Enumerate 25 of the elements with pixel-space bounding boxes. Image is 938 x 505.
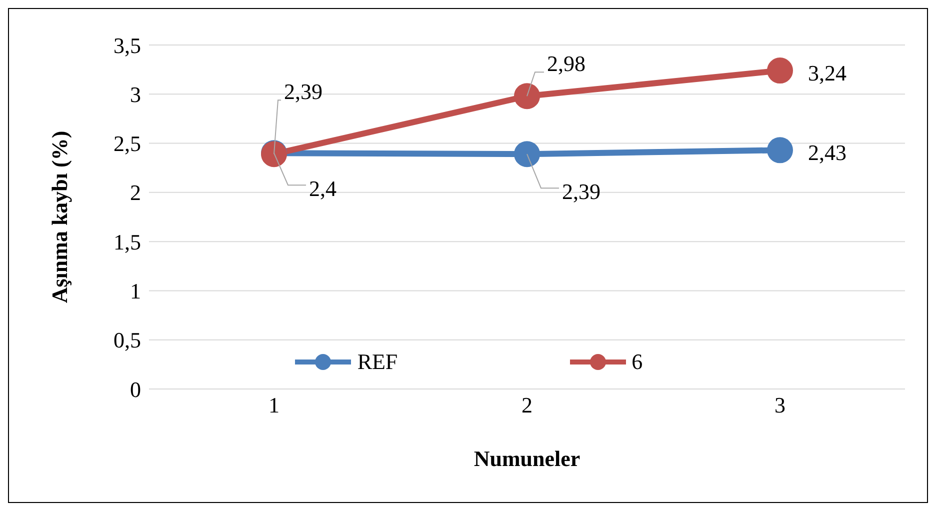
x-tick-label: 2 — [522, 392, 532, 418]
point — [767, 58, 793, 84]
data-label: 2,98 — [547, 51, 586, 76]
y-tick-label: 1 — [130, 278, 141, 304]
x-tick-label: 1 — [268, 392, 280, 418]
y-tick-label: 0,5 — [114, 328, 141, 353]
legend-label: 6 — [632, 349, 643, 375]
y-tick-label: 3,5 — [114, 32, 141, 58]
data-label: 2,39 — [284, 79, 322, 104]
x-axis-title: Numuneler — [474, 446, 580, 471]
data-label: 2,43 — [808, 140, 846, 166]
x-tick-label: 3 — [774, 392, 786, 418]
y-tick-label: 0 — [130, 376, 141, 402]
point — [767, 137, 793, 164]
data-label: 2,4 — [309, 176, 336, 202]
y-axis-title: Aşınma kaybı (%) — [46, 130, 72, 304]
y-tick-label: 1,5 — [114, 229, 141, 254]
data-label: 3,24 — [808, 60, 846, 86]
point — [514, 141, 540, 168]
y-tick-label: 3 — [130, 82, 141, 107]
point — [514, 83, 540, 110]
legend-label: REF — [357, 349, 398, 375]
y-tick-label: 2 — [130, 180, 141, 206]
y-tick-label: 2,5 — [114, 131, 141, 156]
data-label: 2,39 — [562, 179, 600, 204]
